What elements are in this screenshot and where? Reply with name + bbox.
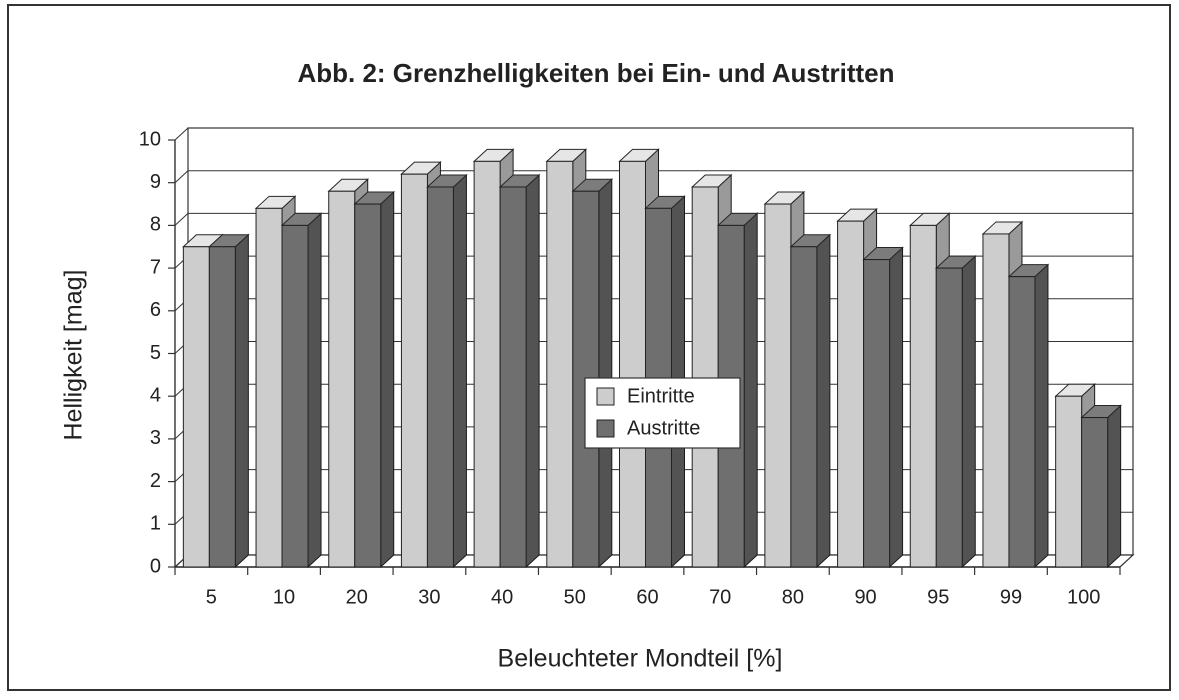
bar-front xyxy=(909,224,937,568)
grid-line-side xyxy=(174,170,189,184)
y-tick-label: 7 xyxy=(150,256,161,278)
y-tick-label: 3 xyxy=(150,427,161,449)
bar xyxy=(426,173,468,569)
bar xyxy=(353,190,396,569)
x-tick-label: 10 xyxy=(273,586,295,608)
bar-side xyxy=(380,190,395,569)
bar-side xyxy=(743,212,758,569)
grid-line-side xyxy=(174,127,189,141)
y-tick-label: 10 xyxy=(139,128,161,150)
bar-side xyxy=(234,233,249,569)
x-tick-label: 20 xyxy=(346,586,368,608)
y-tick-label: 1 xyxy=(150,513,161,535)
x-axis-title: Beleuchteter Mondteil [%] xyxy=(498,645,783,673)
bar-side xyxy=(598,178,613,569)
bar-front xyxy=(328,190,356,568)
bar-front xyxy=(354,203,382,568)
bar-front xyxy=(790,246,818,568)
bar-side xyxy=(889,246,904,569)
y-tick-label: 5 xyxy=(150,342,161,364)
bar xyxy=(498,173,541,569)
x-tick-label: 80 xyxy=(782,586,804,608)
bar-front xyxy=(281,224,309,568)
bar-front xyxy=(935,267,963,568)
bar-front xyxy=(863,259,891,568)
x-tick-label: 99 xyxy=(1000,586,1022,608)
y-tick-label: 0 xyxy=(150,555,161,577)
bar-front xyxy=(499,186,527,568)
bar xyxy=(1080,404,1122,569)
x-tick-label: 30 xyxy=(418,586,440,608)
bar-side xyxy=(816,233,831,569)
grid-line-side xyxy=(174,213,189,226)
bar-front xyxy=(1055,395,1083,568)
bar-front xyxy=(1008,276,1036,568)
x-tick-label: 100 xyxy=(1067,586,1100,608)
y-tick-label: 8 xyxy=(150,214,161,236)
bar-front xyxy=(1081,417,1109,568)
bar-front xyxy=(400,173,428,568)
x-tick-label: 5 xyxy=(206,586,217,608)
bar xyxy=(280,212,323,569)
bar-side xyxy=(307,212,322,569)
y-tick-label: 2 xyxy=(150,470,161,492)
legend: Eintritte Austritte xyxy=(584,377,741,449)
x-tick-label: 90 xyxy=(854,586,876,608)
bar-front xyxy=(473,160,501,568)
x-tick-label: 60 xyxy=(636,586,658,608)
bars xyxy=(182,148,1122,569)
bar xyxy=(862,246,904,569)
x-tick-label: 70 xyxy=(709,586,731,608)
legend-label: Austritte xyxy=(627,417,700,439)
bar-side xyxy=(1107,404,1122,569)
y-tick-label: 4 xyxy=(150,384,161,406)
bar-front xyxy=(982,233,1010,568)
legend-swatch xyxy=(596,387,615,406)
chart-title: Abb. 2: Grenzhelligkeiten bei Ein- und A… xyxy=(297,58,894,88)
bar-front xyxy=(208,246,236,568)
bar xyxy=(789,233,832,569)
x-tick-label: 40 xyxy=(491,586,513,608)
bar-front xyxy=(691,186,719,568)
bar xyxy=(934,254,977,569)
bar-front xyxy=(837,220,865,568)
bar-side xyxy=(961,254,976,569)
bar-front xyxy=(255,207,283,568)
bar xyxy=(1007,263,1050,569)
legend-swatch xyxy=(596,419,615,438)
bar-front xyxy=(619,160,646,568)
bar-side xyxy=(1034,263,1049,569)
bar-front xyxy=(546,160,574,568)
bar-front xyxy=(764,203,792,568)
bar xyxy=(571,178,614,569)
bar-front xyxy=(426,186,454,568)
y-tick-label: 9 xyxy=(150,171,161,193)
bar-front xyxy=(182,246,210,568)
y-axis-title: Helligkeit [mag] xyxy=(60,270,88,441)
bar-side xyxy=(452,173,467,569)
y-tick-label: 6 xyxy=(150,299,161,321)
bar xyxy=(208,233,250,569)
bar-side xyxy=(525,173,540,569)
x-tick-label: 50 xyxy=(564,586,586,608)
legend-label: Eintritte xyxy=(627,385,695,407)
x-tick-label: 95 xyxy=(927,586,949,608)
